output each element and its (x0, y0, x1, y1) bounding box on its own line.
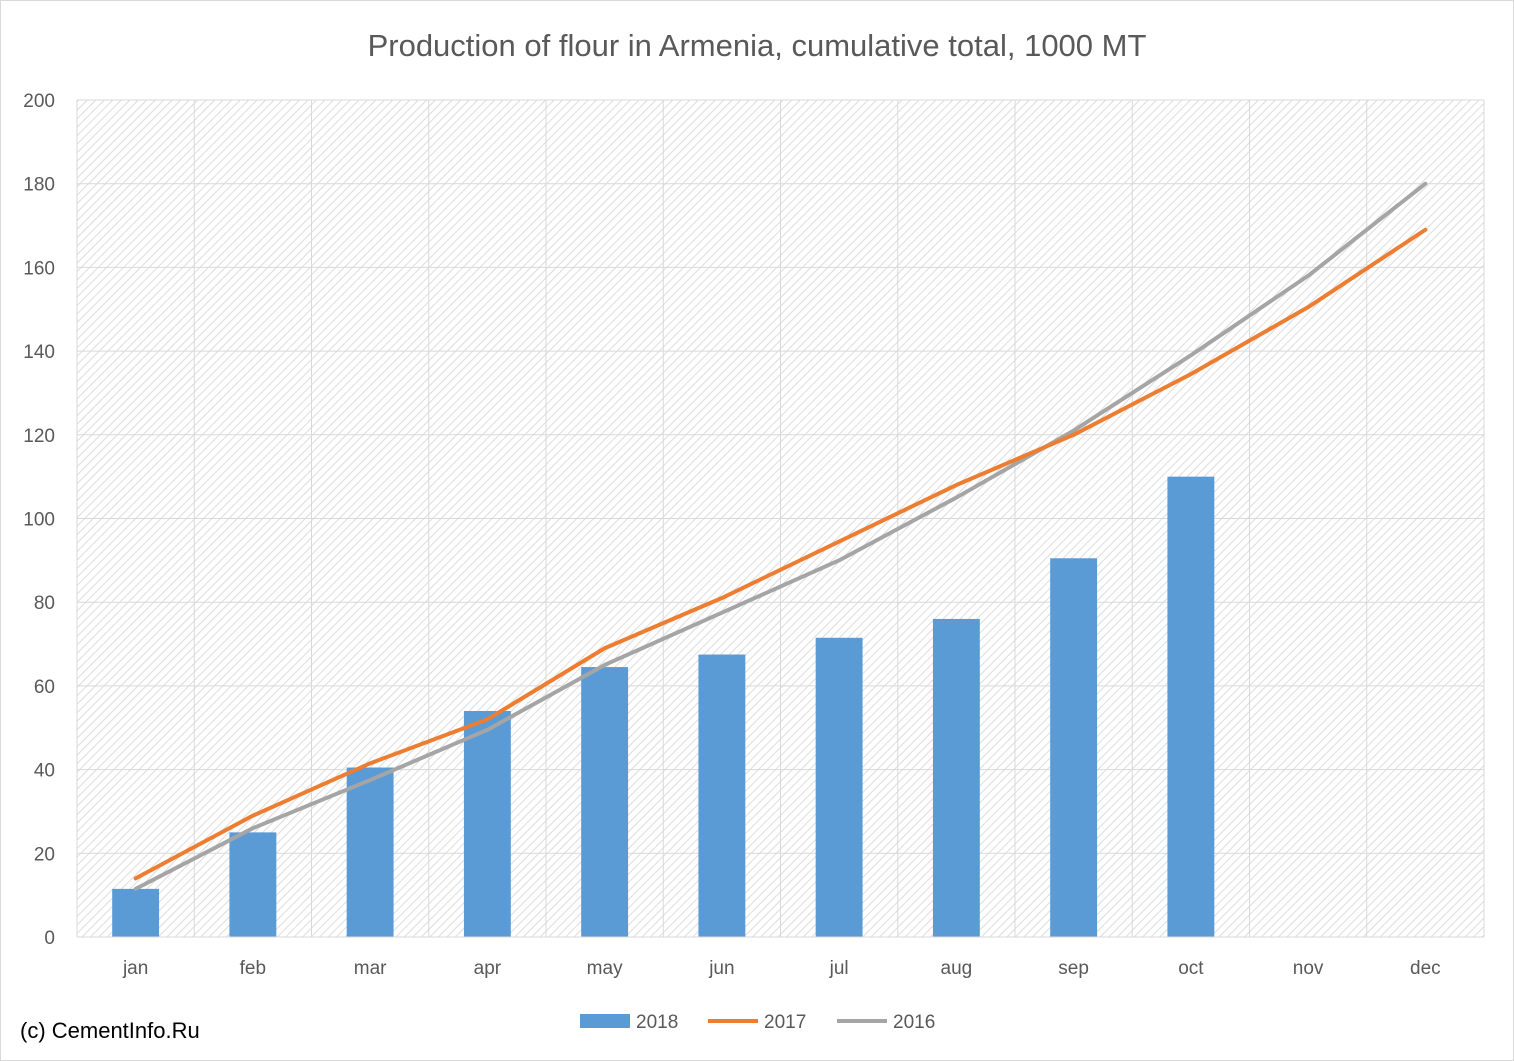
x-tick-label: mar (354, 958, 387, 979)
bar-2018-oct (1167, 476, 1215, 937)
y-tick-label: 60 (34, 677, 55, 698)
x-tick-label: dec (1410, 958, 1441, 979)
y-tick-label: 120 (23, 426, 55, 447)
y-tick-label: 200 (23, 91, 55, 112)
bar-2018-mar (346, 767, 394, 937)
gridlines (76, 99, 1485, 937)
bar-2018-jun (698, 654, 746, 937)
x-tick-label: nov (1293, 958, 1324, 979)
line-2017 (133, 227, 1428, 881)
x-axis-ticks: jan feb mar apr may jun jul aug sep oct nov dec (122, 958, 1441, 979)
bar-2018-may (581, 667, 629, 937)
bar-2018-feb (229, 832, 277, 937)
x-tick-label: apr (474, 958, 502, 979)
y-tick-label: 0 (44, 928, 55, 949)
bar-series-2018 (112, 476, 1215, 937)
x-tick-label: oct (1178, 958, 1204, 979)
bar-2018-aug (932, 618, 980, 937)
x-tick-label: aug (941, 958, 973, 979)
x-tick-label: jan (122, 958, 148, 979)
y-tick-label: 160 (23, 258, 55, 279)
credit-text: (c) CementInfo.Ru (20, 1018, 200, 1043)
bar-2018-apr (463, 711, 511, 937)
y-axis-ticks: 0 20 40 60 80 100 120 140 160 180 200 (23, 91, 55, 949)
bar-2018-jan (112, 888, 160, 937)
line-series (133, 181, 1428, 891)
x-tick-label: may (587, 958, 623, 979)
x-tick-label: sep (1058, 958, 1089, 979)
legend: 2018 2017 2016 (580, 1012, 935, 1033)
y-tick-label: 100 (23, 510, 55, 531)
y-tick-label: 80 (34, 593, 55, 614)
bar-2018-sep (1050, 558, 1098, 937)
legend-label-2018: 2018 (636, 1012, 678, 1033)
x-tick-label: jul (829, 958, 849, 979)
legend-label-2017: 2017 (764, 1012, 806, 1033)
chart-title: Production of flour in Armenia, cumulati… (368, 28, 1147, 63)
y-tick-label: 140 (23, 342, 55, 363)
y-tick-label: 40 (34, 761, 55, 782)
x-tick-label: feb (240, 958, 266, 979)
bar-2018-jul (815, 637, 863, 937)
x-tick-label: jun (708, 958, 734, 979)
y-tick-label: 180 (23, 175, 55, 196)
line-2016 (133, 181, 1428, 891)
legend-swatch-2018 (580, 1014, 630, 1028)
y-tick-label: 20 (34, 844, 55, 865)
legend-label-2016: 2016 (893, 1012, 935, 1033)
